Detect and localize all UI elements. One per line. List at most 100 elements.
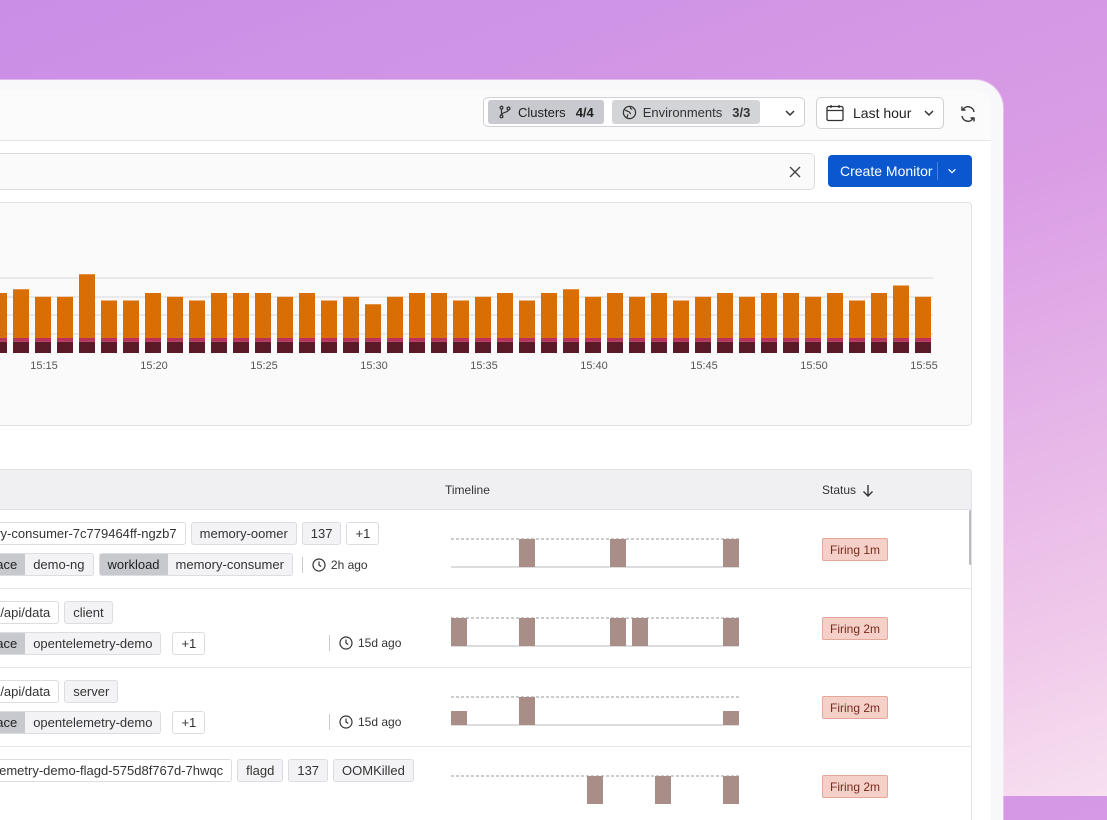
chart-bar-segment[interactable] <box>255 341 271 353</box>
chart-bar-segment[interactable] <box>167 296 183 338</box>
chart-bar-segment[interactable] <box>849 300 865 339</box>
chart-bar-segment[interactable] <box>79 274 95 338</box>
container-tag[interactable]: memory-oomer <box>190 522 297 545</box>
column-header-status[interactable]: Status <box>822 483 874 497</box>
chart-bar-segment[interactable] <box>189 341 205 353</box>
chart-bar-segment[interactable] <box>673 300 689 339</box>
chart-bar-segment[interactable] <box>211 341 227 353</box>
exit-code-tag[interactable]: 137 <box>301 522 342 545</box>
more-labels-button[interactable]: +1 <box>172 632 206 655</box>
chart-bar-segment[interactable] <box>629 338 645 342</box>
chart-bar-segment[interactable] <box>585 341 601 353</box>
chart-bar-segment[interactable] <box>233 338 249 342</box>
span-name-tag[interactable]: T /api/data <box>0 601 60 624</box>
more-labels-button[interactable]: +1 <box>172 711 206 734</box>
chart-bar-segment[interactable] <box>233 293 249 338</box>
table-row[interactable]: T /api/data client pace opentelemetry-de… <box>0 589 971 668</box>
create-monitor-dropdown[interactable] <box>938 166 966 176</box>
chart-bar-segment[interactable] <box>739 341 755 353</box>
chart-bar-segment[interactable] <box>453 341 469 353</box>
chart-bar-segment[interactable] <box>321 300 337 339</box>
chart-bar-segment[interactable] <box>563 289 579 338</box>
chart-bar-segment[interactable] <box>541 338 557 342</box>
chart-bar-segment[interactable] <box>475 296 491 338</box>
cluster-environment-filter[interactable]: Clusters 4/4 Environments 3/3 <box>483 97 805 127</box>
chart-bar-segment[interactable] <box>0 341 7 353</box>
chart-bar-segment[interactable] <box>101 338 117 342</box>
chart-bar-segment[interactable] <box>805 341 821 353</box>
chart-bar-segment[interactable] <box>871 293 887 338</box>
chart-bar-segment[interactable] <box>101 300 117 339</box>
chart-bar-segment[interactable] <box>739 338 755 342</box>
chart-bar-segment[interactable] <box>607 341 623 353</box>
chart-bar-segment[interactable] <box>783 293 799 338</box>
chart-bar-segment[interactable] <box>365 338 381 342</box>
chart-bar-segment[interactable] <box>519 341 535 353</box>
chart-bar-segment[interactable] <box>123 300 139 339</box>
chart-bar-segment[interactable] <box>497 293 513 338</box>
chart-bar-segment[interactable] <box>475 341 491 353</box>
chart-bar-segment[interactable] <box>519 300 535 339</box>
refresh-button[interactable] <box>956 102 980 126</box>
reason-tag[interactable]: OOMKilled <box>333 759 414 782</box>
chart-bar-segment[interactable] <box>79 338 95 342</box>
table-row[interactable]: T /api/data server pace opentelemetry-de… <box>0 668 971 747</box>
chart-bar-segment[interactable] <box>79 341 95 353</box>
chart-bar-segment[interactable] <box>453 300 469 339</box>
chart-bar-segment[interactable] <box>695 296 711 338</box>
chart-bar-segment[interactable] <box>57 338 73 342</box>
chart-bar-segment[interactable] <box>211 293 227 338</box>
chart-bar-segment[interactable] <box>431 338 447 342</box>
chart-bar-segment[interactable] <box>409 338 425 342</box>
column-header-timeline[interactable]: Timeline <box>445 483 490 497</box>
close-icon[interactable] <box>788 165 802 179</box>
chart-bar-segment[interactable] <box>761 293 777 338</box>
chart-bar-segment[interactable] <box>453 338 469 342</box>
chart-bar-segment[interactable] <box>827 341 843 353</box>
chart-bar-segment[interactable] <box>849 341 865 353</box>
chart-bar-segment[interactable] <box>123 341 139 353</box>
chart-bar-segment[interactable] <box>277 338 293 342</box>
chart-bar-segment[interactable] <box>321 341 337 353</box>
span-kind-tag[interactable]: client <box>64 601 113 624</box>
chart-bar-segment[interactable] <box>827 338 843 342</box>
chart-bar-segment[interactable] <box>13 341 29 353</box>
chart-bar-segment[interactable] <box>365 341 381 353</box>
chart-bar-segment[interactable] <box>585 296 601 338</box>
chart-bar-segment[interactable] <box>849 338 865 342</box>
chart-bar-segment[interactable] <box>255 338 271 342</box>
chart-bar-segment[interactable] <box>123 338 139 342</box>
filter-dropdown-toggle[interactable] <box>784 106 796 124</box>
chart-bar-segment[interactable] <box>35 296 51 338</box>
chart-bar-segment[interactable] <box>827 293 843 338</box>
chart-bar-segment[interactable] <box>805 296 821 338</box>
chart-bar-segment[interactable] <box>409 341 425 353</box>
chart-bar-segment[interactable] <box>563 341 579 353</box>
chart-bar-segment[interactable] <box>299 341 315 353</box>
exit-code-tag[interactable]: 137 <box>288 759 329 782</box>
container-tag[interactable]: flagd <box>237 759 284 782</box>
chart-bar-segment[interactable] <box>915 341 931 353</box>
chart-bar-segment[interactable] <box>277 296 293 338</box>
chart-bar-segment[interactable] <box>299 293 315 338</box>
chart-bar-segment[interactable] <box>35 338 51 342</box>
search-input[interactable] <box>1 162 765 184</box>
chart-bar-segment[interactable] <box>541 341 557 353</box>
chart-bar-segment[interactable] <box>233 341 249 353</box>
chart-bar-segment[interactable] <box>673 341 689 353</box>
more-tags-button[interactable]: +1 <box>346 522 380 545</box>
chart-bar-segment[interactable] <box>255 293 271 338</box>
chart-bar-segment[interactable] <box>0 293 7 338</box>
chart-bar-segment[interactable] <box>35 341 51 353</box>
span-kind-tag[interactable]: server <box>64 680 119 703</box>
chart-bar-segment[interactable] <box>431 293 447 338</box>
chart-bar-segment[interactable] <box>167 341 183 353</box>
chart-bar-segment[interactable] <box>343 338 359 342</box>
chart-bar-segment[interactable] <box>651 341 667 353</box>
chart-bar-segment[interactable] <box>519 338 535 342</box>
chart-bar-segment[interactable] <box>497 338 513 342</box>
chart-bar-segment[interactable] <box>871 341 887 353</box>
chart-bar-segment[interactable] <box>607 293 623 338</box>
chart-bar-segment[interactable] <box>651 293 667 338</box>
chart-bar-segment[interactable] <box>0 338 7 342</box>
